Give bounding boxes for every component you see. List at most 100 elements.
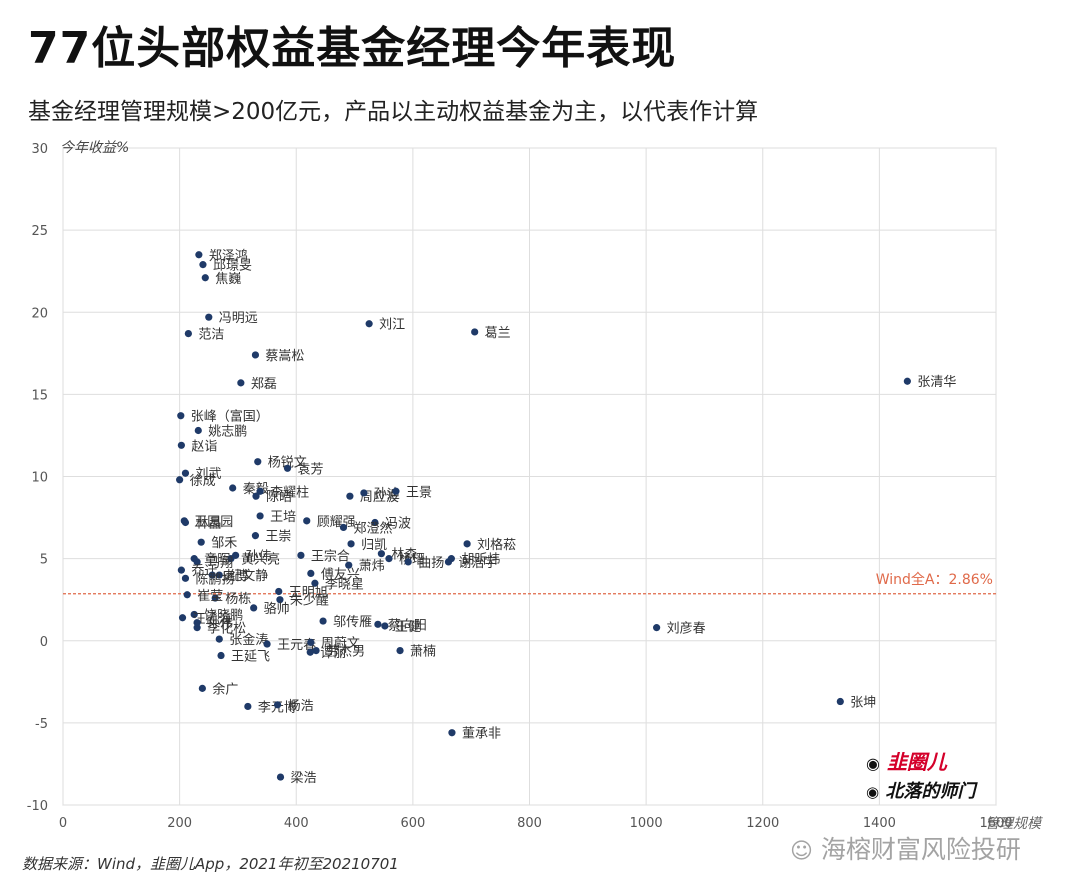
point-label: 郑澄然 <box>353 520 392 536</box>
point-label: 蔡嵩松 <box>265 349 304 364</box>
point-marker <box>197 538 205 546</box>
chart-title: 77位头部权益基金经理今年表现 <box>28 23 677 74</box>
wechat-watermark: ☺ 海榕财富风险投研 <box>790 830 1021 866</box>
brand-name-2: 北落的师门 <box>885 781 976 802</box>
data-point: 葛兰 <box>471 326 511 341</box>
data-point: 王崇 <box>251 530 291 545</box>
watermark-text: 海榕财富风险投研 <box>820 835 1021 864</box>
weibo-icon: ◉ <box>866 754 880 773</box>
point-marker <box>181 469 190 477</box>
point-label: 王培 <box>270 509 296 525</box>
point-marker <box>283 464 292 472</box>
point-label: 陈鹏扬 <box>195 571 234 587</box>
point-label: 孙伟 <box>207 617 233 632</box>
point-label: 陈皓 <box>266 489 292 505</box>
y-tick-label: 25 <box>31 224 48 239</box>
point-label: 谭丽 <box>320 646 346 661</box>
point-label: 饶晓鹏 <box>204 608 243 623</box>
data-point: 刘彦春 <box>653 621 706 637</box>
x-tick-label: 800 <box>517 816 542 831</box>
data-point: 王培 <box>256 509 296 525</box>
point-label: 杨锐文 <box>268 456 307 471</box>
data-point: 郑澄然 <box>339 520 392 536</box>
data-point: 王健 <box>381 620 421 635</box>
data-point: 马翔 <box>193 556 233 571</box>
point-label: 袁芳 <box>298 462 324 477</box>
data-point: 焦巍 <box>201 272 241 287</box>
point-marker <box>653 624 661 632</box>
x-tick-label: 400 <box>284 816 309 831</box>
data-point: 谭丽 <box>306 646 346 661</box>
point-marker <box>201 274 209 282</box>
point-label: 王元春 <box>277 638 316 653</box>
point-label: 王宗合 <box>311 548 350 564</box>
data-point: 梁浩 <box>276 771 317 786</box>
point-marker <box>184 330 192 338</box>
point-label: 王健 <box>395 620 421 635</box>
point-label: 徐成 <box>190 474 216 489</box>
data-point: 徐成 <box>176 474 216 489</box>
point-marker <box>903 377 911 385</box>
data-point: 郑泽鸿 <box>195 248 248 264</box>
data-point: 李晓星 <box>311 577 364 592</box>
data-point: 刘武 <box>181 467 221 482</box>
y-tick-label: -5 <box>35 717 48 732</box>
data-point: 姚志鹏 <box>194 425 247 440</box>
point-label: 葛兰 <box>485 326 511 341</box>
point-marker <box>339 523 348 532</box>
point-label: 曲扬 <box>418 556 444 571</box>
point-marker <box>177 566 185 574</box>
data-point: 李化松 <box>193 622 246 637</box>
data-point: 张清华 <box>903 375 956 390</box>
point-marker <box>275 587 283 596</box>
point-marker <box>217 651 225 660</box>
data-point: 孙伟 <box>232 549 272 564</box>
point-label: 刘武 <box>195 467 221 482</box>
point-marker <box>381 622 389 630</box>
point-marker <box>183 591 191 599</box>
point-marker <box>360 489 368 497</box>
data-point: 陈鹏扬 <box>181 571 234 587</box>
point-marker <box>251 351 260 359</box>
point-marker <box>385 555 393 563</box>
data-point: 杨栋 <box>211 591 251 607</box>
point-marker <box>371 518 379 527</box>
data-point: 陈皓 <box>252 489 292 505</box>
data-point: 骆帅 <box>250 601 290 617</box>
point-label: 王延飞 <box>231 650 270 665</box>
chart-subtitle: 基金经理管理规模>200亿元，产品以主动权益基金为主，以代表作计算 <box>28 99 759 125</box>
data-point: 王明旭 <box>275 585 328 600</box>
point-marker <box>365 320 373 328</box>
data-point: 周蔚文 <box>307 636 360 651</box>
point-marker <box>307 638 315 646</box>
brand-name-1: 韭圈儿 <box>886 750 947 774</box>
point-label: 崔莹 <box>197 588 223 604</box>
x-tick-label: 200 <box>167 816 192 831</box>
point-label: 纪文静 <box>229 569 268 584</box>
point-label: 杨浩 <box>288 699 314 714</box>
data-point: 张峰（富国） <box>177 409 269 425</box>
point-marker <box>345 561 353 569</box>
grid <box>62 147 997 806</box>
point-label: 张清华 <box>917 375 956 390</box>
axes: 0 200 400 600 800 1000 1200 1400 1600 -10 -5 0 5 10 15… <box>27 142 1013 831</box>
point-label: 邬传雁 <box>333 614 372 630</box>
point-marker <box>256 487 264 495</box>
data-point: 史博 <box>208 569 248 584</box>
point-marker <box>303 517 311 525</box>
y-tick-label: -10 <box>27 799 48 814</box>
y-tick-label: 30 <box>31 142 48 157</box>
point-marker <box>256 512 264 520</box>
point-label: 蔡向阳 <box>388 617 427 633</box>
point-marker <box>232 551 240 559</box>
data-point: 邬传雁 <box>319 614 372 630</box>
point-label: 张金涛 <box>229 632 268 648</box>
point-marker <box>263 640 271 648</box>
point-marker <box>190 610 198 619</box>
point-marker <box>195 251 203 259</box>
data-point: 王宗合 <box>297 548 350 564</box>
data-point: 杨锐文 <box>254 456 307 471</box>
data-point: 刘格菘 <box>463 537 516 553</box>
